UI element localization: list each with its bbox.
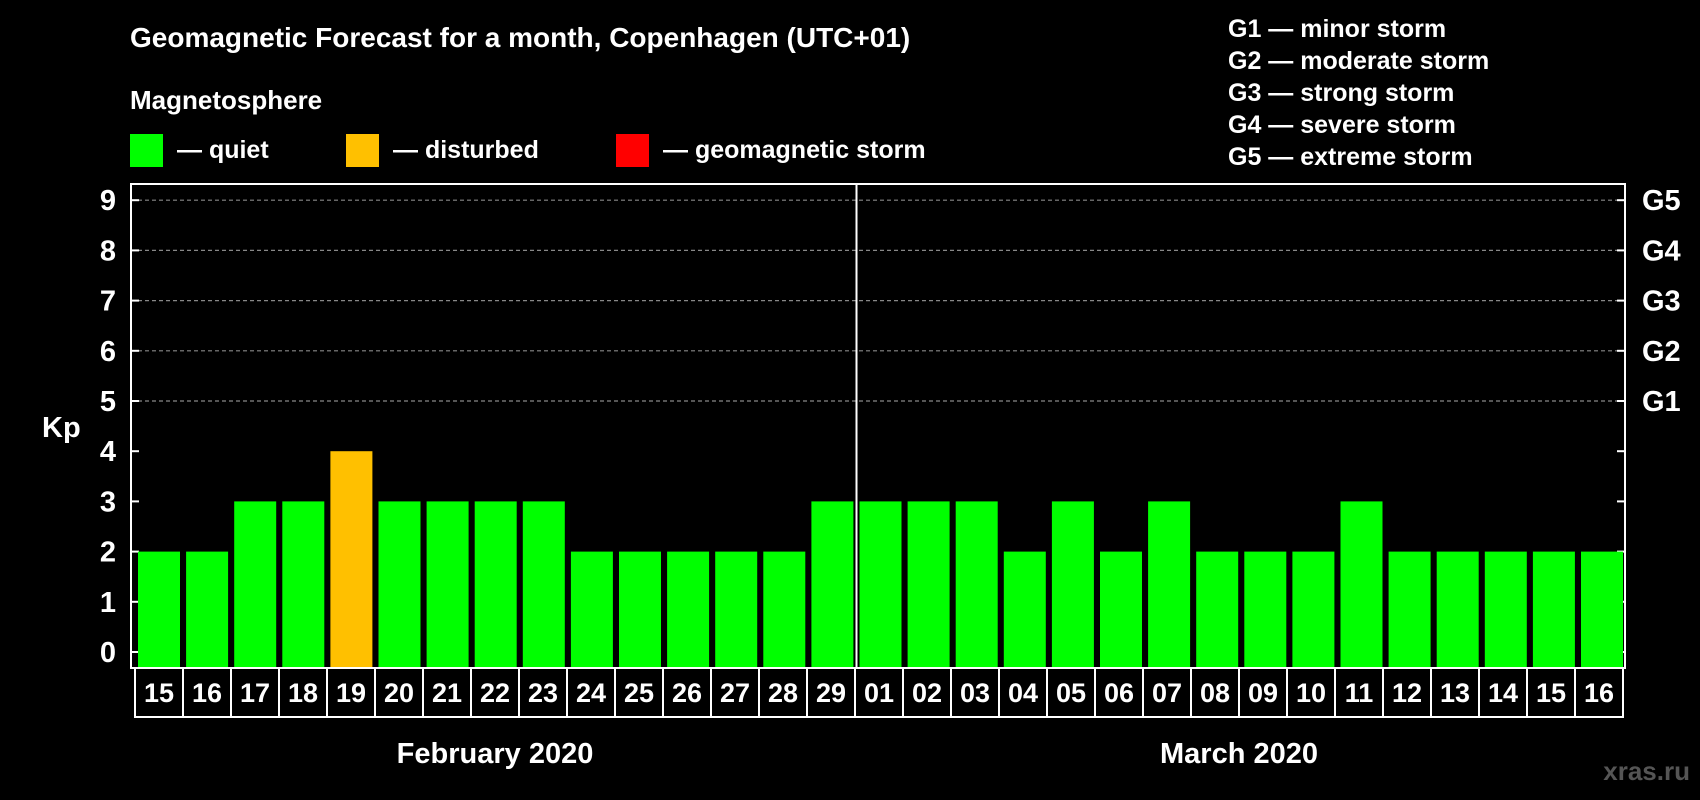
x-tick-label: 24 — [576, 678, 606, 708]
bar — [1581, 551, 1623, 667]
storm-scale-item: G1 — minor storm — [1228, 15, 1446, 43]
x-tick-label: 27 — [720, 678, 750, 708]
chart-title: Geomagnetic Forecast for a month, Copenh… — [130, 22, 910, 53]
bar — [1436, 551, 1479, 667]
bar — [234, 501, 277, 667]
bar — [1148, 501, 1191, 667]
x-tick-label: 15 — [144, 678, 174, 708]
x-tick-label: 14 — [1488, 678, 1518, 708]
x-tick-label: 29 — [816, 678, 846, 708]
bar — [811, 501, 854, 667]
storm-level-label: G1 — [1642, 386, 1681, 418]
storm-scale-legend: G1 — minor storm G2 — moderate storm G3 — … — [1228, 15, 1489, 171]
month-label: March 2020 — [1160, 738, 1318, 770]
y-tick-label: 4 — [100, 436, 116, 468]
bar — [619, 551, 661, 667]
bar — [1003, 551, 1046, 667]
y-tick-label: 2 — [100, 537, 116, 569]
bar — [1244, 551, 1287, 667]
storm-scale-item: G3 — strong storm — [1228, 79, 1454, 107]
x-tick-label: 10 — [1296, 678, 1326, 708]
bar — [955, 501, 998, 667]
x-tick-label: 09 — [1248, 678, 1278, 708]
x-tick-label: 13 — [1440, 678, 1470, 708]
x-tick-label: 07 — [1152, 678, 1182, 708]
y-tick-label: 5 — [100, 386, 116, 418]
x-tick-label: 26 — [672, 678, 702, 708]
bar — [1292, 551, 1335, 667]
y-axis-label: Kp — [42, 412, 81, 444]
x-tick-label: 28 — [768, 678, 798, 708]
bar — [1196, 551, 1239, 667]
x-tick-label: 05 — [1056, 678, 1086, 708]
x-tick-label: 16 — [1584, 678, 1614, 708]
legend-swatch — [130, 134, 163, 167]
legend-heading: Magnetosphere — [130, 85, 322, 115]
x-tick-label: 11 — [1345, 678, 1374, 708]
x-tick-label: 19 — [336, 678, 366, 708]
storm-level-label: G2 — [1642, 336, 1681, 368]
storm-scale-item: G2 — moderate storm — [1228, 47, 1489, 75]
bar — [1340, 501, 1383, 667]
x-tick-label: 01 — [864, 678, 894, 708]
x-tick-label: 02 — [912, 678, 942, 708]
bar — [282, 501, 325, 667]
y-tick-label: 6 — [100, 336, 116, 368]
bar — [715, 551, 758, 667]
y-tick-label: 8 — [100, 235, 116, 267]
y-tick-label: 9 — [100, 185, 116, 217]
storm-level-label: G5 — [1642, 185, 1681, 217]
bar — [1100, 551, 1142, 667]
watermark: xras.ru — [1603, 756, 1690, 786]
x-tick-label: 15 — [1536, 678, 1566, 708]
x-tick-label: 25 — [624, 678, 654, 708]
bar — [1051, 501, 1094, 667]
bar — [667, 551, 710, 667]
legend-swatch — [616, 134, 649, 167]
x-tick-label: 16 — [192, 678, 222, 708]
bar — [426, 501, 469, 667]
bar — [763, 551, 806, 667]
x-tick-label: 17 — [240, 678, 270, 708]
bar — [859, 501, 902, 667]
month-label: February 2020 — [397, 738, 594, 770]
x-tick-label: 12 — [1392, 678, 1422, 708]
bar — [378, 501, 421, 667]
legend-swatch — [346, 134, 379, 167]
x-tick-label: 21 — [432, 678, 462, 708]
x-tick-label: 23 — [528, 678, 558, 708]
y-tick-label: 7 — [100, 286, 116, 318]
storm-level-label: G3 — [1642, 286, 1681, 318]
legend-label: — quiet — [177, 136, 269, 164]
x-tick-label: 04 — [1008, 678, 1038, 708]
legend: — quiet — disturbed — geomagnetic storm — [130, 134, 926, 167]
bar — [474, 501, 517, 667]
bar — [330, 451, 373, 667]
x-tick-label: 08 — [1200, 678, 1230, 708]
bar — [522, 501, 565, 667]
bar — [138, 551, 180, 667]
bar — [570, 551, 613, 667]
x-tick-label: 20 — [384, 678, 414, 708]
y-tick-label: 3 — [100, 486, 116, 518]
x-tick-label: 06 — [1104, 678, 1134, 708]
x-tick-label: 22 — [480, 678, 510, 708]
legend-label: — disturbed — [393, 136, 539, 164]
y-tick-label: 1 — [100, 587, 116, 619]
storm-level-label: G4 — [1642, 235, 1681, 267]
bar — [1532, 551, 1575, 667]
bar — [1388, 551, 1431, 667]
storm-scale-item: G4 — severe storm — [1228, 111, 1456, 139]
day-axis-frame — [134, 667, 1624, 718]
y-tick-label: 0 — [100, 637, 116, 669]
legend-label: — geomagnetic storm — [663, 136, 926, 164]
x-tick-label: 03 — [960, 678, 990, 708]
storm-scale-item: G5 — extreme storm — [1228, 143, 1473, 171]
x-tick-label: 18 — [288, 678, 318, 708]
bar — [907, 501, 950, 667]
bar — [1484, 551, 1527, 667]
bar — [186, 551, 229, 667]
